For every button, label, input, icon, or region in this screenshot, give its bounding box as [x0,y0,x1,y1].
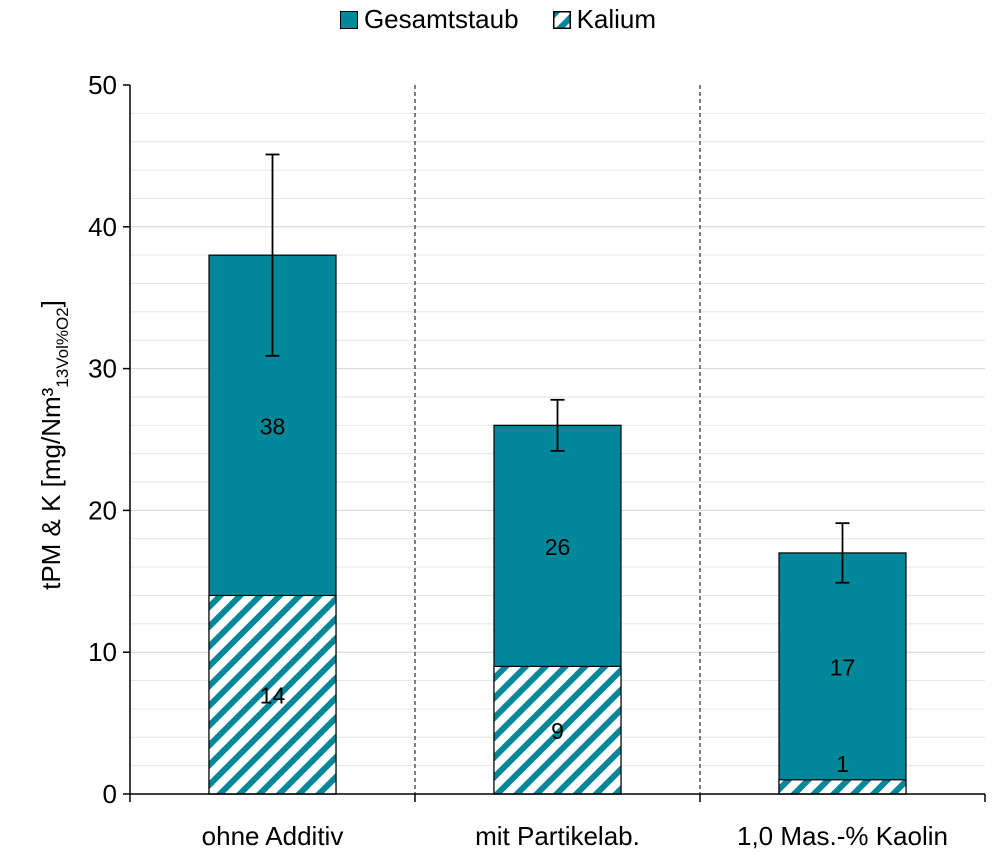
y-tick-label: 50 [88,70,117,100]
data-label-gesamtstaub: 38 [260,413,286,439]
legend-swatch-kalium [552,10,571,29]
bar-kalium [208,594,337,795]
legend: Gesamtstaub Kalium [0,4,996,35]
y-tick-label: 40 [88,212,117,242]
bar-kalium [493,665,622,795]
legend-item-gesamtstaub: Gesamtstaub [339,4,519,35]
y-axis-label-main: tPM & K [mg/Nm³ [36,387,66,590]
data-label-gesamtstaub: 17 [830,654,856,680]
x-tick-label: ohne Additiv [202,821,344,851]
y-tick-label: 20 [88,495,117,525]
bar-gesamtstaub [778,552,907,795]
legend-swatch-gesamtstaub [339,10,358,29]
data-label-kalium: 14 [260,683,286,709]
data-label-kalium: 9 [551,718,564,744]
legend-label-kalium: Kalium [576,4,657,34]
bar-kalium [778,779,907,795]
y-axis-label: tPM & K [mg/Nm³13Vol%O2] [36,300,72,590]
y-tick-label: 10 [88,637,117,667]
legend-item-kalium: Kalium [552,4,657,35]
data-label-kalium: 1 [836,751,849,777]
x-tick-label: mit Partikelab. [475,821,640,851]
data-label-gesamtstaub: 26 [545,534,571,560]
y-axis-label-end: ] [36,300,66,307]
y-tick-label: 30 [88,354,117,384]
y-axis-label-subscript: 13Vol%O2 [53,307,72,387]
legend-label-gesamtstaub: Gesamtstaub [363,4,519,34]
x-tick-label: 1,0 Mas.-% Kaolin [737,821,948,851]
y-tick-label: 0 [103,779,117,809]
